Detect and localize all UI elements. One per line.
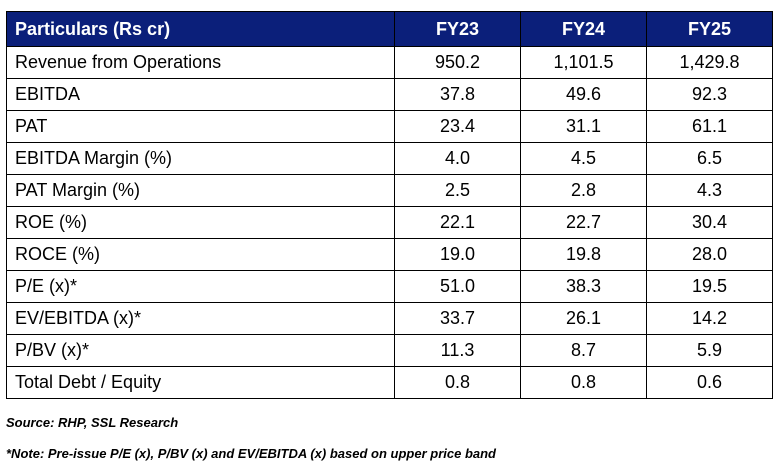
header-fy25: FY25 — [646, 11, 773, 47]
row-value: 37.8 — [394, 78, 521, 111]
row-value: 33.7 — [394, 302, 521, 335]
header-particulars: Particulars (Rs cr) — [6, 11, 395, 47]
table-header-row: Particulars (Rs cr) FY23 FY24 FY25 — [6, 11, 773, 47]
table-row: EBITDA 37.8 49.6 92.3 — [6, 78, 773, 111]
table-row: P/E (x)* 51.0 38.3 19.5 — [6, 270, 773, 303]
table-row: Total Debt / Equity 0.8 0.8 0.6 — [6, 366, 773, 399]
row-value: 92.3 — [646, 78, 773, 111]
row-value: 0.8 — [394, 366, 521, 399]
row-label: P/E (x)* — [6, 270, 395, 303]
row-value: 38.3 — [520, 270, 647, 303]
table-row: ROE (%) 22.1 22.7 30.4 — [6, 206, 773, 239]
row-label: EBITDA Margin (%) — [6, 142, 395, 175]
header-fy23: FY23 — [394, 11, 521, 47]
source-note: Source: RHP, SSL Research — [6, 415, 179, 430]
row-value: 1,429.8 — [646, 46, 773, 79]
row-value: 1,101.5 — [520, 46, 647, 79]
row-label: PAT — [6, 110, 395, 143]
row-value: 49.6 — [520, 78, 647, 111]
row-label: P/BV (x)* — [6, 334, 395, 367]
row-label: EBITDA — [6, 78, 395, 111]
table-body: Revenue from Operations 950.2 1,101.5 1,429… — [6, 46, 773, 399]
table-row: ROCE (%) 19.0 19.8 28.0 — [6, 238, 773, 271]
row-label: ROCE (%) — [6, 238, 395, 271]
row-value: 61.1 — [646, 110, 773, 143]
table-row: P/BV (x)* 11.3 8.7 5.9 — [6, 334, 773, 367]
row-value: 26.1 — [520, 302, 647, 335]
row-value: 8.7 — [520, 334, 647, 367]
row-value: 5.9 — [646, 334, 773, 367]
row-label: ROE (%) — [6, 206, 395, 239]
row-value: 4.3 — [646, 174, 773, 207]
table-row: PAT Margin (%) 2.5 2.8 4.3 — [6, 174, 773, 207]
row-value: 19.8 — [520, 238, 647, 271]
footnote: *Note: Pre-issue P/E (x), P/BV (x) and E… — [6, 446, 496, 461]
table-row: PAT 23.4 31.1 61.1 — [6, 110, 773, 143]
row-value: 0.8 — [520, 366, 647, 399]
row-value: 2.5 — [394, 174, 521, 207]
row-value: 22.1 — [394, 206, 521, 239]
row-value: 0.6 — [646, 366, 773, 399]
row-value: 28.0 — [646, 238, 773, 271]
table-row: EV/EBITDA (x)* 33.7 26.1 14.2 — [6, 302, 773, 335]
row-value: 31.1 — [520, 110, 647, 143]
row-value: 23.4 — [394, 110, 521, 143]
row-value: 950.2 — [394, 46, 521, 79]
row-label: Revenue from Operations — [6, 46, 395, 79]
table-row: Revenue from Operations 950.2 1,101.5 1,429… — [6, 46, 773, 79]
row-value: 51.0 — [394, 270, 521, 303]
row-value: 6.5 — [646, 142, 773, 175]
row-value: 19.0 — [394, 238, 521, 271]
row-value: 2.8 — [520, 174, 647, 207]
header-fy24: FY24 — [520, 11, 647, 47]
row-value: 30.4 — [646, 206, 773, 239]
row-value: 22.7 — [520, 206, 647, 239]
table-row: EBITDA Margin (%) 4.0 4.5 6.5 — [6, 142, 773, 175]
row-label: Total Debt / Equity — [6, 366, 395, 399]
row-label: PAT Margin (%) — [6, 174, 395, 207]
row-label: EV/EBITDA (x)* — [6, 302, 395, 335]
row-value: 4.0 — [394, 142, 521, 175]
row-value: 4.5 — [520, 142, 647, 175]
financials-table: Particulars (Rs cr) FY23 FY24 FY25 Reven… — [6, 11, 773, 399]
row-value: 11.3 — [394, 334, 521, 367]
row-value: 14.2 — [646, 302, 773, 335]
row-value: 19.5 — [646, 270, 773, 303]
